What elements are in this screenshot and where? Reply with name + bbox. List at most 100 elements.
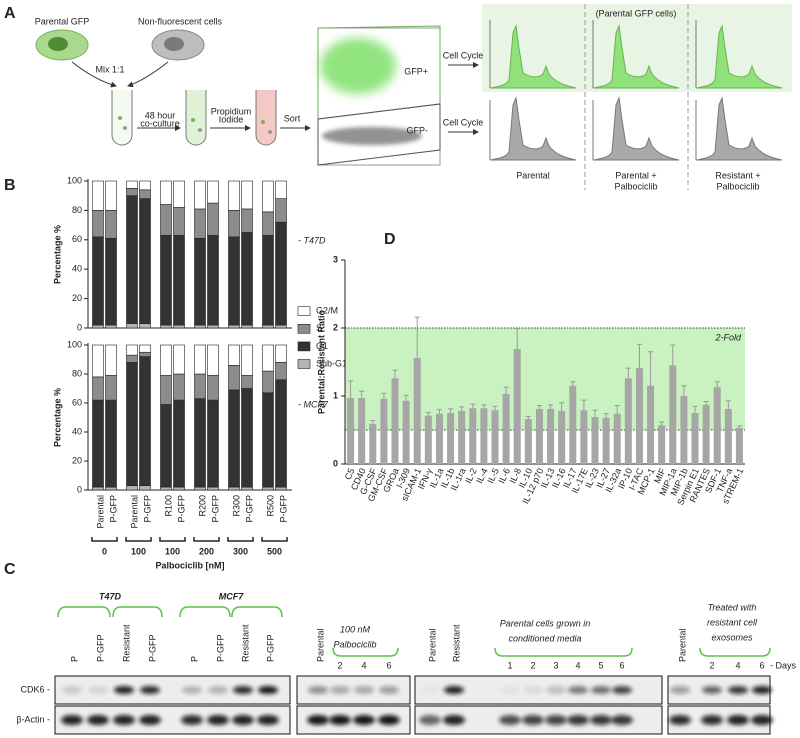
gray-cloud [322, 127, 422, 145]
bar-segment [228, 344, 240, 366]
bracket [494, 647, 633, 657]
band [232, 715, 254, 725]
label: Parental cells grown in [500, 618, 591, 628]
bar-segment [228, 486, 240, 491]
band [257, 715, 279, 725]
bar-segment [92, 210, 104, 238]
gfp-nucleus [48, 37, 68, 51]
bar-segment [275, 362, 287, 381]
arrow [71, 61, 117, 88]
cell-dot [261, 120, 265, 124]
x-tick-label: P-GFP [142, 495, 152, 523]
bar-segment [275, 486, 287, 491]
legend-label: G1 [316, 341, 328, 351]
error-bar [470, 403, 476, 409]
label: Parental [516, 170, 550, 180]
bar-segment [92, 344, 104, 378]
bar [447, 413, 455, 464]
bar-segment [262, 235, 274, 326]
error-bar [636, 343, 642, 369]
x-tick-label: R500 [265, 495, 275, 517]
bar-segment [262, 486, 274, 491]
bracket [332, 647, 399, 657]
error-bar [525, 415, 531, 420]
bar-segment [105, 324, 117, 329]
error-bar [536, 405, 542, 409]
y-tick-label: 1 [333, 390, 338, 400]
x-tick-label: P-GFP [210, 495, 220, 523]
bar-segment [262, 211, 274, 236]
bar [635, 368, 643, 464]
band [669, 715, 691, 725]
error-bar [403, 394, 409, 401]
bar-segment [241, 486, 253, 491]
band [379, 686, 399, 694]
bar-segment [126, 354, 138, 363]
y-tick-label: 60 [72, 234, 82, 244]
error-bar [414, 316, 420, 358]
legend-label: S [316, 323, 322, 333]
cell-dot [191, 118, 195, 122]
band [612, 686, 632, 694]
group-bracket [91, 537, 118, 542]
bar-segment [194, 324, 206, 329]
lane-label: P [69, 656, 79, 662]
error-bar [392, 369, 398, 379]
error-bar [436, 409, 442, 414]
label: Cell Cycle [443, 117, 484, 127]
error-bar [681, 385, 687, 396]
label: Non-fluorescent cells [138, 16, 223, 26]
bar-segment [194, 398, 206, 488]
bar-segment [139, 351, 151, 357]
y-tick-label: 2 [333, 322, 338, 332]
bar [524, 419, 532, 464]
y-tick-label: 40 [72, 426, 82, 436]
annotation: - T47D [298, 235, 326, 245]
label: Resistant + [715, 170, 760, 180]
band [443, 715, 465, 725]
bar-segment [173, 235, 185, 326]
bar-segment [173, 486, 185, 491]
y-tick-label: 0 [333, 458, 338, 468]
bar [502, 393, 510, 464]
bar-segment [105, 238, 117, 326]
error-bar [348, 380, 354, 399]
error-bar [592, 409, 598, 418]
bar-segment [139, 180, 151, 191]
bar [402, 400, 410, 464]
bracket [112, 606, 163, 618]
band [702, 686, 722, 694]
day-label: 6 [386, 660, 391, 670]
band [233, 686, 253, 694]
legend-swatch [297, 359, 311, 369]
error-bar [370, 419, 376, 424]
bar [669, 365, 677, 464]
band [88, 686, 108, 694]
bar [413, 357, 421, 464]
bracket [699, 647, 771, 657]
bar-segment [207, 324, 219, 329]
bar-segment [275, 379, 287, 488]
bar-segment [160, 204, 172, 236]
day-label: 6 [759, 660, 764, 670]
bar [624, 378, 632, 464]
bar-segment [126, 195, 138, 324]
error-bar [603, 413, 609, 418]
x-tick-label: R300 [231, 495, 241, 517]
label: Palbociclib [614, 181, 657, 191]
bar-segment [207, 344, 219, 376]
bracket [57, 606, 111, 618]
bar-segment [275, 180, 287, 199]
bar-segment [241, 208, 253, 233]
tube [185, 90, 207, 146]
bar-segment [173, 324, 185, 329]
bar-segment [139, 198, 151, 324]
lane-label: P [189, 656, 199, 662]
bar [602, 417, 610, 464]
bar-segment [92, 399, 104, 488]
bar [580, 410, 588, 464]
bar-segment [139, 344, 151, 353]
bar [558, 410, 566, 464]
y-axis-label: Percentage % [52, 388, 62, 447]
